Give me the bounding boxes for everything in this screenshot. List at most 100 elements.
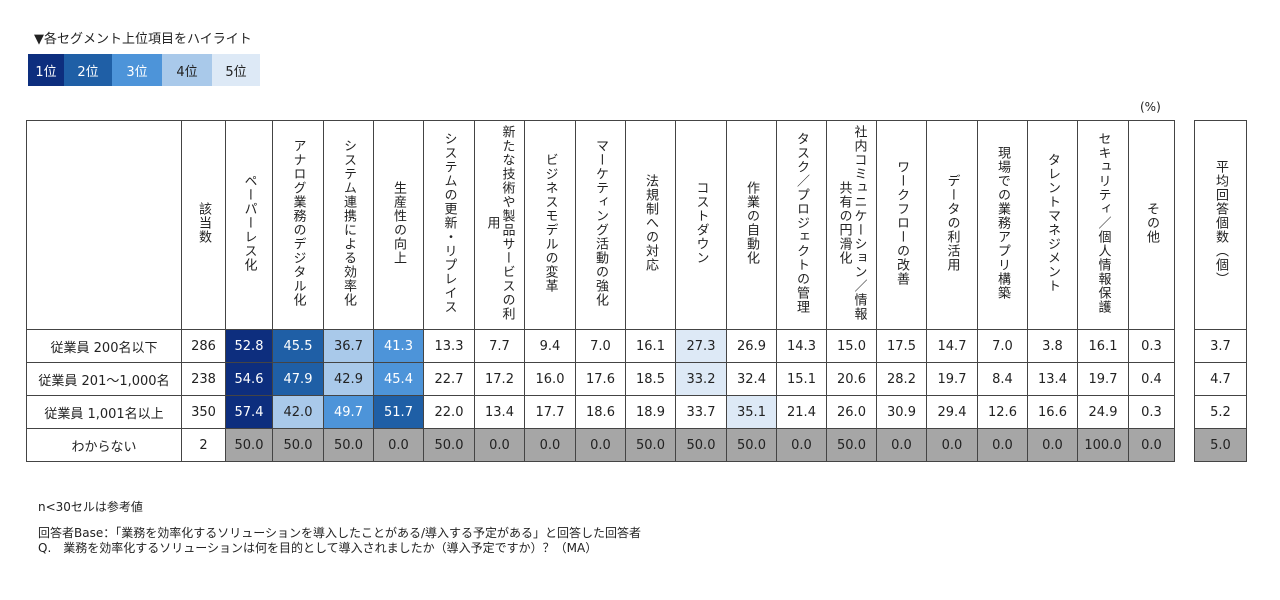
legend-rank-1: 1位 bbox=[28, 54, 64, 86]
data-cell: 29.4 bbox=[926, 395, 978, 429]
column-header: その他 bbox=[1128, 120, 1175, 330]
row-n: 286 bbox=[181, 329, 226, 363]
table-row: 従業員 200名以下 286 52.8 45.5 36.7 41.3 13.3 7.7 9.4 7… bbox=[26, 329, 1175, 363]
table-row: わからない 2 50.0 50.0 50.0 0.0 50.0 0.0 0.0 0.0 50.0 50… bbox=[26, 428, 1175, 462]
data-cell: 16.0 bbox=[524, 362, 576, 396]
data-cell: 15.1 bbox=[776, 362, 827, 396]
data-cell: 0.0 bbox=[977, 428, 1028, 462]
column-header-text: セキュリティ／個人情報保護 bbox=[1095, 132, 1111, 314]
data-cell: 100.0 bbox=[1077, 428, 1129, 462]
data-cell: 51.7 bbox=[373, 395, 424, 429]
data-cell: 49.7 bbox=[323, 395, 374, 429]
column-header: 法規制への対応 bbox=[625, 120, 676, 330]
column-header: アナログ業務のデジタル化 bbox=[272, 120, 324, 330]
data-cell: 54.6 bbox=[225, 362, 273, 396]
column-header: ペーパーレス化 bbox=[225, 120, 273, 330]
column-header-text: 新たな技術や製品サービスの利用 bbox=[484, 125, 515, 321]
data-cell: 26.9 bbox=[726, 329, 777, 363]
data-cell: 16.6 bbox=[1027, 395, 1078, 429]
data-cell: 30.9 bbox=[876, 395, 927, 429]
column-header: 新たな技術や製品サービスの利用 bbox=[474, 120, 525, 330]
column-header-text: 現場での業務アプリ構築 bbox=[995, 146, 1010, 300]
column-header: 現場での業務アプリ構築 bbox=[977, 120, 1028, 330]
avg-cell: 5.2 bbox=[1194, 395, 1247, 429]
avg-cell: 5.0 bbox=[1194, 428, 1247, 462]
data-cell: 14.7 bbox=[926, 329, 978, 363]
legend-rank-4: 4位 bbox=[162, 54, 212, 86]
column-header-text: ペーパーレス化 bbox=[241, 174, 257, 272]
data-cell: 7.7 bbox=[474, 329, 525, 363]
column-header-text: 作業の自動化 bbox=[744, 181, 759, 265]
data-cell: 7.0 bbox=[977, 329, 1028, 363]
data-cell: 21.4 bbox=[776, 395, 827, 429]
data-cell: 0.0 bbox=[524, 428, 576, 462]
data-cell: 0.0 bbox=[876, 428, 927, 462]
data-cell: 35.1 bbox=[726, 395, 777, 429]
data-cell: 12.6 bbox=[977, 395, 1028, 429]
column-header-text: コストダウン bbox=[693, 181, 709, 265]
table-row: 従業員 1,001名以上 350 57.4 42.0 49.7 51.7 22.0 13.4 1… bbox=[26, 395, 1175, 429]
column-header: タスク／プロジェクトの管理 bbox=[776, 120, 827, 330]
results-table: 該当数 ペーパーレス化 アナログ業務のデジタル化 システム連携による効率化 生産性の向上… bbox=[26, 120, 1175, 462]
data-cell: 0.0 bbox=[1027, 428, 1078, 462]
data-cell: 33.2 bbox=[675, 362, 727, 396]
data-cell: 0.0 bbox=[926, 428, 978, 462]
data-cell: 17.5 bbox=[876, 329, 927, 363]
row-n: 350 bbox=[181, 395, 226, 429]
data-cell: 18.6 bbox=[575, 395, 626, 429]
data-cell: 0.3 bbox=[1128, 329, 1175, 363]
data-cell: 47.9 bbox=[272, 362, 324, 396]
data-cell: 0.4 bbox=[1128, 362, 1175, 396]
data-cell: 41.3 bbox=[373, 329, 424, 363]
data-cell: 26.0 bbox=[826, 395, 877, 429]
data-cell: 50.0 bbox=[272, 428, 324, 462]
avg-header-text: 平均回答個数（個） bbox=[1213, 160, 1228, 286]
data-cell: 50.0 bbox=[225, 428, 273, 462]
column-header-text: ワークフローの改善 bbox=[894, 160, 909, 286]
column-header-text: データの利活用 bbox=[944, 174, 960, 272]
column-header-text: 生産性の向上 bbox=[391, 181, 406, 265]
column-header-text: システムの更新・リプレイス bbox=[441, 132, 457, 314]
data-cell: 15.0 bbox=[826, 329, 877, 363]
data-cell: 50.0 bbox=[625, 428, 676, 462]
data-cell: 19.7 bbox=[926, 362, 978, 396]
column-header: タレントマネジメント bbox=[1027, 120, 1078, 330]
data-cell: 52.8 bbox=[225, 329, 273, 363]
data-cell: 13.4 bbox=[474, 395, 525, 429]
data-cell: 13.4 bbox=[1027, 362, 1078, 396]
corner-header bbox=[26, 120, 182, 330]
data-cell: 9.4 bbox=[524, 329, 576, 363]
row-n: 2 bbox=[181, 428, 226, 462]
data-cell: 0.3 bbox=[1128, 395, 1175, 429]
data-cell: 33.7 bbox=[675, 395, 727, 429]
column-header-text: 社内コミュニケーション／情報共有の円滑化 bbox=[836, 125, 867, 321]
column-header: ワークフローの改善 bbox=[876, 120, 927, 330]
column-header-text: その他 bbox=[1144, 202, 1159, 244]
column-header: コストダウン bbox=[675, 120, 727, 330]
data-cell: 7.0 bbox=[575, 329, 626, 363]
legend-rank-5: 5位 bbox=[212, 54, 260, 86]
data-cell: 45.4 bbox=[373, 362, 424, 396]
column-header: データの利活用 bbox=[926, 120, 978, 330]
avg-cell: 4.7 bbox=[1194, 362, 1247, 396]
n-header: 該当数 bbox=[181, 120, 226, 330]
row-label: 従業員 200名以下 bbox=[26, 329, 182, 363]
n-header-text: 該当数 bbox=[196, 202, 211, 244]
avg-cell: 3.7 bbox=[1194, 329, 1247, 363]
data-cell: 0.0 bbox=[776, 428, 827, 462]
data-cell: 0.0 bbox=[575, 428, 626, 462]
legend-title: ▼各セグメント上位項目をハイライト bbox=[34, 32, 252, 47]
column-header-text: マーケティング活動の強化 bbox=[593, 139, 608, 307]
column-header-text: 法規制への対応 bbox=[643, 174, 658, 272]
column-header: セキュリティ／個人情報保護 bbox=[1077, 120, 1129, 330]
data-cell: 17.6 bbox=[575, 362, 626, 396]
legend-rank-3: 3位 bbox=[112, 54, 162, 86]
question-note: Q. 業務を効率化するソリューションは何を目的として導入されましたか（導入予定で… bbox=[38, 541, 598, 555]
data-cell: 50.0 bbox=[323, 428, 374, 462]
data-cell: 0.0 bbox=[1128, 428, 1175, 462]
data-cell: 14.3 bbox=[776, 329, 827, 363]
column-header-text: タレントマネジメント bbox=[1045, 153, 1060, 293]
row-n: 238 bbox=[181, 362, 226, 396]
data-cell: 18.5 bbox=[625, 362, 676, 396]
data-cell: 0.0 bbox=[373, 428, 424, 462]
